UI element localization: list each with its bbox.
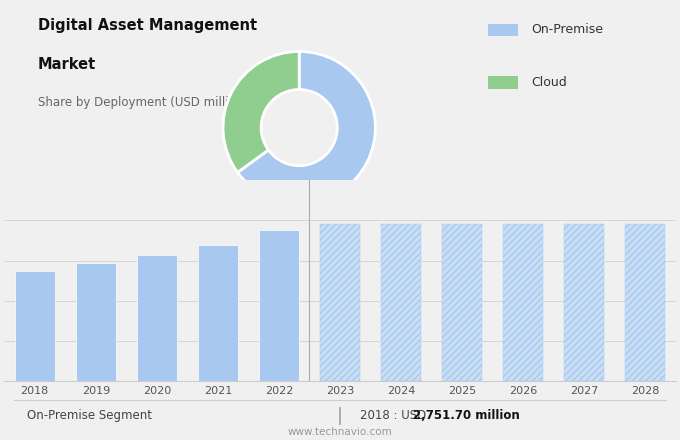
Bar: [76, 263, 116, 381]
Text: www.technavio.com: www.technavio.com: [288, 427, 392, 437]
Wedge shape: [223, 51, 299, 172]
Text: |: |: [337, 407, 343, 425]
Wedge shape: [237, 51, 375, 204]
Text: Cloud: Cloud: [532, 76, 567, 89]
Bar: [381, 224, 421, 381]
FancyBboxPatch shape: [488, 76, 518, 89]
Text: 2,751.70 million: 2,751.70 million: [413, 409, 520, 422]
Text: Market: Market: [38, 57, 96, 72]
Bar: [626, 224, 665, 381]
Bar: [259, 231, 299, 381]
Bar: [503, 224, 543, 381]
Bar: [198, 245, 238, 381]
Bar: [137, 255, 177, 381]
Bar: [442, 224, 482, 381]
Text: On-Premise: On-Premise: [532, 23, 603, 36]
Text: On-Premise Segment: On-Premise Segment: [27, 409, 152, 422]
Text: 2018 : USD: 2018 : USD: [360, 409, 430, 422]
Bar: [320, 224, 360, 381]
Bar: [564, 224, 604, 381]
Text: Digital Asset Management: Digital Asset Management: [38, 18, 257, 33]
FancyBboxPatch shape: [488, 23, 518, 36]
Bar: [15, 271, 54, 381]
Text: Share by Deployment (USD million): Share by Deployment (USD million): [38, 96, 248, 109]
